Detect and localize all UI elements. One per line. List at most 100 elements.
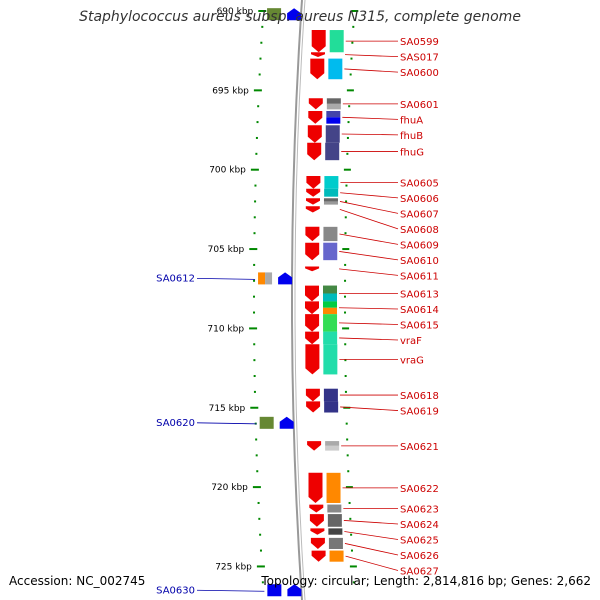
gene-arrow[interactable] xyxy=(310,537,325,549)
gene-label[interactable]: fhuB xyxy=(400,131,423,142)
gene-label[interactable]: SA0610 xyxy=(400,256,439,267)
gene-label[interactable]: SA0611 xyxy=(400,271,439,282)
gene-arrow[interactable] xyxy=(305,266,320,272)
gene-arrow[interactable] xyxy=(305,331,320,345)
protein-domain xyxy=(267,8,282,21)
gene-label[interactable]: fhuA xyxy=(400,115,423,126)
gene-arrow[interactable] xyxy=(305,242,320,261)
gene-arrow[interactable] xyxy=(305,388,320,402)
gene-arrow[interactable] xyxy=(306,176,321,189)
minor-tick xyxy=(259,533,262,536)
gene-label[interactable]: SA0608 xyxy=(400,225,439,236)
gene-label[interactable]: SA0609 xyxy=(400,240,439,251)
protein-domain xyxy=(323,242,338,261)
gene-arrow[interactable] xyxy=(311,30,326,53)
gene-label[interactable]: SA0626 xyxy=(400,551,439,562)
protein-domain xyxy=(328,528,343,535)
gene-label[interactable]: SA0605 xyxy=(400,178,439,189)
minor-tick xyxy=(259,57,262,60)
gene-arrow[interactable] xyxy=(306,198,320,205)
protein-domain xyxy=(324,188,339,197)
gene-arrow[interactable] xyxy=(310,58,325,80)
minor-tick xyxy=(253,263,256,266)
gene-arrow[interactable] xyxy=(308,98,323,110)
gene-arrow[interactable] xyxy=(308,472,323,503)
gene-arrow[interactable] xyxy=(309,504,324,513)
gene-label[interactable]: SA0625 xyxy=(400,536,439,547)
label-leader-line xyxy=(345,54,399,58)
minor-tick xyxy=(255,152,258,155)
gene-label[interactable]: SA0624 xyxy=(400,520,439,531)
label-leader-line xyxy=(340,406,399,411)
gene-label[interactable]: SA0618 xyxy=(400,391,439,402)
gene-arrow[interactable] xyxy=(307,441,322,451)
minor-tick xyxy=(344,390,347,393)
minor-tick xyxy=(257,105,260,108)
minor-tick xyxy=(350,549,353,552)
tick-label: 690 kbp xyxy=(217,7,254,17)
protein-domain xyxy=(326,472,341,503)
gene-arrow[interactable] xyxy=(287,8,302,21)
minor-tick xyxy=(261,581,264,584)
backbone-line xyxy=(291,0,303,600)
gene-label[interactable]: vraG xyxy=(400,355,424,366)
gene-arrow[interactable] xyxy=(287,584,302,597)
gene-label[interactable]: SA0621 xyxy=(400,442,439,453)
protein-domain xyxy=(265,272,273,285)
gene-label[interactable]: SA0613 xyxy=(400,289,439,300)
gene-label[interactable]: SA0622 xyxy=(400,484,439,495)
gene-arrow[interactable] xyxy=(306,188,321,197)
gene-arrow[interactable] xyxy=(278,272,293,285)
gene-arrow[interactable] xyxy=(311,550,326,562)
gene-label[interactable]: SA0620 xyxy=(156,418,195,429)
tick-label: 715 kbp xyxy=(209,404,246,414)
gene-arrow[interactable] xyxy=(309,514,324,527)
protein-domain xyxy=(323,307,338,315)
gene-label[interactable]: SA0607 xyxy=(400,209,439,220)
minor-tick xyxy=(253,216,256,219)
gene-label[interactable]: SA0630 xyxy=(156,585,195,596)
protein-domain xyxy=(323,344,338,375)
gene-arrow[interactable] xyxy=(305,206,320,213)
label-leader-line xyxy=(339,268,399,276)
gene-arrow[interactable] xyxy=(305,344,320,375)
gene-label[interactable]: fhuG xyxy=(400,147,424,158)
gene-label[interactable]: SA0619 xyxy=(400,407,439,418)
protein-domain xyxy=(323,226,338,242)
minor-tick xyxy=(255,136,258,139)
gene-label[interactable]: SA0623 xyxy=(400,505,439,516)
protein-domain xyxy=(323,314,338,332)
gene-label[interactable]: SA0627 xyxy=(400,567,439,578)
gene-label[interactable]: SA0600 xyxy=(400,68,439,79)
protein-domain xyxy=(323,198,338,202)
gene-label[interactable]: SA0601 xyxy=(400,100,439,111)
gene-arrow[interactable] xyxy=(307,142,322,161)
gene-label[interactable]: SAS017 xyxy=(400,53,439,64)
gene-label[interactable]: SA0599 xyxy=(400,37,439,48)
gene-arrow[interactable] xyxy=(308,111,323,124)
gene-arrow[interactable] xyxy=(305,226,320,242)
gene-arrow[interactable] xyxy=(305,285,319,302)
gene-arrow[interactable] xyxy=(279,416,294,429)
minor-tick xyxy=(258,517,261,520)
gene-label[interactable]: SA0615 xyxy=(400,320,439,331)
gene-arrow[interactable] xyxy=(311,52,325,57)
minor-tick xyxy=(257,501,260,504)
gene-label[interactable]: SA0606 xyxy=(400,194,439,205)
gene-label[interactable]: SA0612 xyxy=(156,273,195,284)
gene-label[interactable]: SA0614 xyxy=(400,305,439,316)
protein-domain xyxy=(323,201,338,205)
gene-label[interactable]: vraF xyxy=(400,336,422,347)
minor-tick xyxy=(255,438,258,441)
label-leader-line xyxy=(339,337,399,341)
gene-arrow[interactable] xyxy=(307,125,322,143)
gene-arrow[interactable] xyxy=(305,301,319,315)
protein-domain xyxy=(258,272,266,285)
gene-arrow[interactable] xyxy=(305,314,320,332)
minor-tick xyxy=(253,375,256,378)
label-leader-line xyxy=(345,555,399,571)
minor-tick xyxy=(254,200,257,203)
gene-arrow[interactable] xyxy=(310,528,325,535)
gene-arrow[interactable] xyxy=(306,401,321,413)
minor-tick xyxy=(344,311,347,314)
